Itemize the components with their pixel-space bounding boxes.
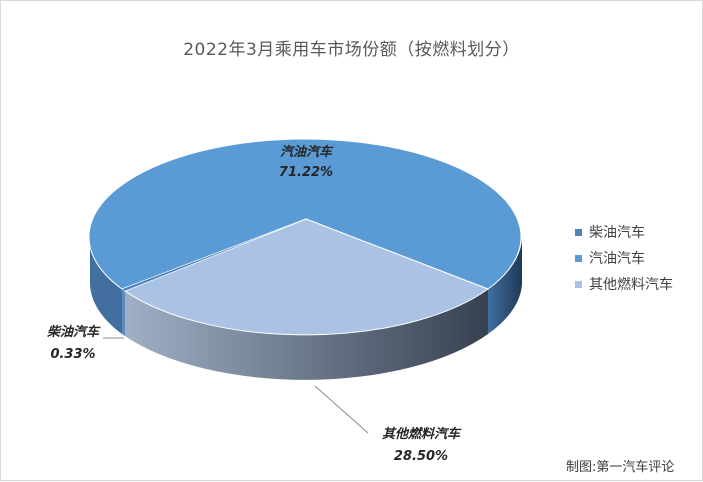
- chart-title: 2022年3月乘用车市场份额（按燃料划分）: [183, 40, 520, 60]
- legend-item-diesel[interactable]: 柴油汽车: [575, 219, 673, 245]
- legend-swatch-other: [575, 280, 582, 288]
- leader-other: [314, 385, 369, 434]
- legend-item-other[interactable]: 其他燃料汽车: [575, 271, 673, 297]
- slice-diesel[interactable]: [121, 218, 307, 292]
- label-diesel-value: 0.33%: [50, 347, 95, 362]
- legend-swatch-gasoline: [575, 254, 582, 262]
- side-other: [125, 289, 488, 380]
- legend-label-other: 其他燃料汽车: [589, 277, 673, 293]
- label-other-value: 28.50%: [394, 449, 448, 464]
- label-gasoline-value: 71.22%: [279, 165, 333, 180]
- legend-label-diesel: 柴油汽车: [589, 225, 645, 241]
- chart-credit: 制图:第一汽车评论: [566, 460, 675, 475]
- legend-label-gasoline: 汽油汽车: [589, 251, 645, 267]
- side-diesel: [122, 289, 125, 336]
- label-gasoline-name: 汽油汽车: [280, 144, 334, 160]
- slice-gasoline[interactable]: [88, 138, 522, 290]
- legend-swatch-diesel: [575, 228, 582, 236]
- label-other-name: 其他燃料汽车: [382, 426, 462, 442]
- slice-other[interactable]: [123, 218, 490, 336]
- legend: 柴油汽车 汽油汽车 其他燃料汽车: [575, 219, 673, 297]
- side-gasoline-left: [90, 239, 122, 334]
- legend-item-gasoline[interactable]: 汽油汽车: [575, 245, 673, 271]
- label-diesel-name: 柴油汽车: [46, 324, 101, 340]
- side-gasoline-right: [488, 239, 522, 334]
